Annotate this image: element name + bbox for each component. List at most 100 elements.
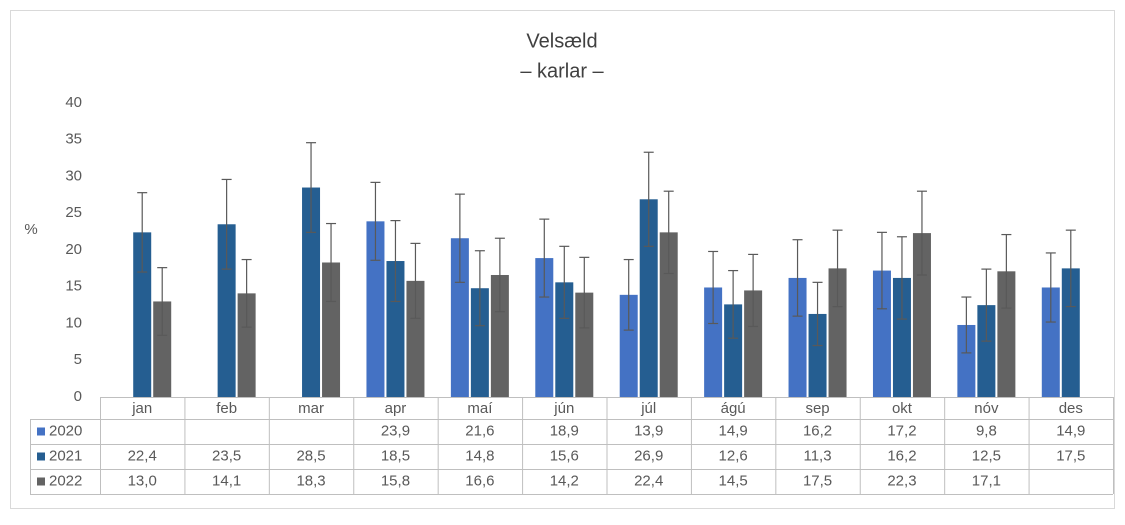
- chart-title: Velsæld: [526, 30, 597, 52]
- table-cell: 15,6: [550, 447, 579, 464]
- table-cell: 12,5: [972, 447, 1001, 464]
- bar: [808, 313, 827, 397]
- table-cell: 14,2: [550, 472, 579, 489]
- error-bar: [370, 181, 381, 261]
- bar: [133, 232, 152, 397]
- bar: [406, 280, 425, 397]
- table-cell: 14,5: [719, 472, 748, 489]
- bar: [997, 271, 1016, 397]
- table-cell: 16,6: [465, 472, 494, 489]
- x-tick-label: des: [1059, 400, 1083, 417]
- table-cell: 14,8: [465, 447, 494, 464]
- table-cell: 23,5: [212, 447, 241, 464]
- table-cell: 26,9: [634, 447, 663, 464]
- x-tick-label: jún: [553, 400, 574, 417]
- bar: [575, 292, 594, 397]
- y-tick-label: 5: [74, 351, 82, 368]
- bar: [828, 268, 847, 397]
- y-tick-label: 40: [65, 94, 82, 111]
- bar: [366, 221, 385, 397]
- chart-subtitle: – karlar –: [520, 60, 604, 82]
- bar: [957, 324, 976, 397]
- bar: [788, 277, 807, 397]
- y-tick-label: 30: [65, 167, 82, 184]
- error-bar: [643, 151, 654, 247]
- table-cell: 22,4: [128, 447, 157, 464]
- error-bar: [812, 281, 823, 347]
- error-bar: [221, 178, 232, 270]
- error-bar: [579, 256, 590, 329]
- table-cell: 17,5: [1056, 447, 1085, 464]
- bar: [322, 262, 341, 397]
- error-bar: [539, 218, 550, 298]
- table-cell: 15,8: [381, 472, 410, 489]
- bar: [892, 277, 911, 397]
- x-tick-label: ágú: [721, 400, 746, 417]
- error-bar: [157, 267, 168, 336]
- legend-key: [37, 452, 45, 461]
- error-bar: [961, 296, 972, 354]
- bar: [872, 270, 891, 397]
- x-tick-label: sep: [805, 400, 829, 417]
- error-bar: [1065, 229, 1076, 308]
- bar: [470, 288, 489, 397]
- bar: [704, 287, 723, 397]
- error-bar: [792, 239, 803, 317]
- x-tick-label: júl: [640, 400, 656, 417]
- legend-label: 2021: [49, 447, 82, 464]
- bar: [386, 261, 405, 397]
- bar: [1061, 268, 1080, 397]
- table-cell: 11,3: [803, 447, 831, 464]
- table-cell: 18,3: [296, 472, 325, 489]
- table-cell: 21,6: [465, 422, 494, 439]
- y-tick-label: 0: [74, 388, 82, 405]
- table-cell: 17,1: [972, 472, 1001, 489]
- bar: [619, 294, 638, 397]
- y-tick-label: 25: [65, 204, 82, 221]
- x-tick-label: nóv: [974, 400, 999, 417]
- bar: [237, 293, 256, 397]
- table-cell: 17,2: [887, 422, 916, 439]
- error-bar: [326, 222, 337, 303]
- y-axis-label: %: [24, 221, 37, 238]
- table-cell: 22,3: [887, 472, 916, 489]
- bar: [977, 305, 996, 397]
- y-tick-label: 10: [65, 314, 82, 331]
- table-cell: 18,5: [381, 447, 410, 464]
- bar: [217, 224, 236, 397]
- bar: [639, 199, 658, 397]
- x-tick-label: mar: [298, 400, 324, 417]
- bar: [724, 304, 743, 397]
- x-tick-label: maí: [467, 400, 493, 417]
- x-tick-label: apr: [385, 400, 407, 417]
- error-bar: [137, 192, 148, 273]
- error-bar: [494, 237, 505, 313]
- bar: [450, 238, 469, 397]
- table-cell: 9,8: [976, 422, 997, 439]
- error-bar: [559, 245, 570, 319]
- error-bar: [241, 258, 252, 328]
- y-tick-label: 15: [65, 278, 82, 295]
- bar: [490, 274, 509, 397]
- table-cell: 28,5: [296, 447, 325, 464]
- bar: [555, 282, 574, 397]
- x-tick-label: okt: [892, 400, 913, 417]
- table-cell: 18,9: [550, 422, 579, 439]
- error-bar: [474, 250, 485, 327]
- table-cell: 13,0: [128, 472, 157, 489]
- table-cell: 13,9: [634, 422, 663, 439]
- error-bar: [876, 231, 887, 310]
- table-cell: 14,9: [1056, 422, 1085, 439]
- error-bar: [981, 268, 992, 342]
- error-bar: [832, 229, 843, 308]
- error-bar: [410, 242, 421, 319]
- bar: [1041, 287, 1060, 397]
- y-tick-label: 35: [65, 131, 82, 148]
- error-bar: [306, 142, 317, 233]
- error-bar: [916, 190, 927, 276]
- table-cell: 16,2: [887, 447, 916, 464]
- bar: [744, 290, 763, 397]
- error-bar: [728, 269, 739, 339]
- y-tick-label: 20: [65, 241, 82, 258]
